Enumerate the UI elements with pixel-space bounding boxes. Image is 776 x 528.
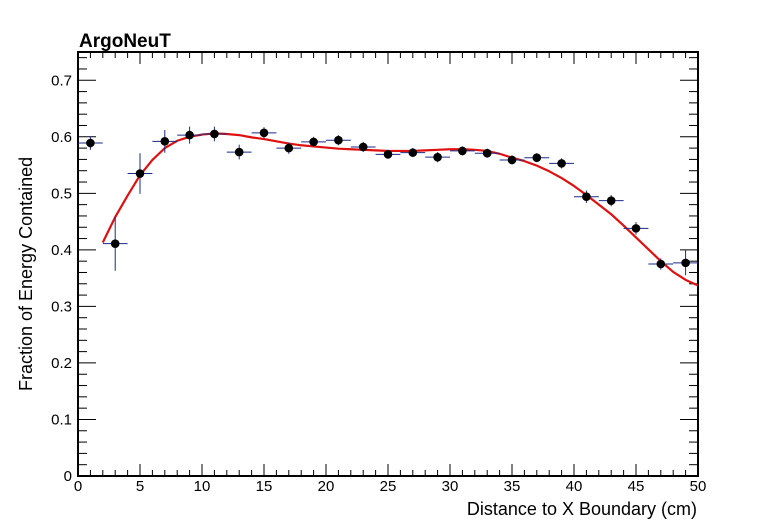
x-tick-label: 40 xyxy=(566,478,583,495)
x-tick-label: 10 xyxy=(194,478,211,495)
data-marker xyxy=(135,169,145,178)
data-marker xyxy=(532,153,542,163)
x-tick-label: 50 xyxy=(690,478,707,495)
data-point xyxy=(350,141,376,153)
data-marker xyxy=(656,259,666,269)
chart-title: ArgoNeuT xyxy=(79,31,171,52)
y-tick-label: 0.5 xyxy=(51,185,72,202)
data-point xyxy=(102,216,128,271)
data-marker xyxy=(606,196,616,205)
data-point xyxy=(251,127,277,139)
y-tick-labels: 0 0.1 0.2 0.3 0.4 0.5 0.6 0.7 xyxy=(51,72,72,485)
data-point xyxy=(276,142,302,154)
data-marker xyxy=(507,155,517,165)
data-marker xyxy=(681,258,690,268)
data-marker xyxy=(309,137,318,147)
data-marker xyxy=(284,143,294,153)
data-marker xyxy=(458,146,467,156)
x-tick-label: 45 xyxy=(628,478,645,495)
x-axis-title: Distance to X Boundary (cm) xyxy=(467,499,697,519)
data-marker xyxy=(334,135,343,145)
data-marker xyxy=(482,148,492,158)
plot-frame xyxy=(77,51,699,477)
data-point xyxy=(474,148,500,158)
data-point xyxy=(499,155,525,165)
data-marker xyxy=(210,129,219,139)
x-tick-label: 0 xyxy=(74,478,82,495)
y-tick-label: 0.4 xyxy=(51,242,72,259)
data-marker xyxy=(557,159,566,168)
x-tick-label: 5 xyxy=(136,478,144,495)
data-point xyxy=(326,135,351,146)
data-point xyxy=(524,153,550,163)
y-tick-label: 0.6 xyxy=(51,129,72,146)
data-point xyxy=(623,222,649,235)
data-point xyxy=(400,148,426,158)
data-point xyxy=(673,250,698,276)
data-point xyxy=(226,144,252,160)
fit-curve xyxy=(101,132,699,287)
axis-ticks xyxy=(77,52,699,477)
y-tick-label: 0.3 xyxy=(51,298,72,315)
data-point xyxy=(648,258,674,270)
data-point xyxy=(301,136,326,147)
data-series xyxy=(78,126,698,276)
data-point xyxy=(598,195,624,207)
data-marker xyxy=(383,150,393,159)
x-tick-labels: 0 5 10 15 20 25 30 35 40 45 50 xyxy=(74,478,707,495)
data-marker xyxy=(234,147,244,157)
y-axis-title: Fraction of Energy Contained xyxy=(16,157,36,391)
data-point xyxy=(127,153,153,194)
data-marker xyxy=(408,148,418,157)
data-marker xyxy=(259,128,269,138)
data-marker xyxy=(110,239,120,248)
data-point xyxy=(177,126,202,144)
y-tick-label: 0.1 xyxy=(51,411,72,428)
data-point xyxy=(78,136,103,150)
x-tick-label: 15 xyxy=(256,478,273,495)
data-marker xyxy=(582,192,591,202)
data-marker xyxy=(433,152,442,162)
data-point xyxy=(450,146,475,156)
y-tick-label: 0.7 xyxy=(51,72,72,89)
data-marker xyxy=(185,130,194,140)
data-marker xyxy=(86,138,95,148)
data-point xyxy=(375,149,401,159)
data-marker xyxy=(631,224,641,233)
data-point xyxy=(425,152,450,163)
x-tick-label: 20 xyxy=(318,478,335,495)
x-tick-label: 25 xyxy=(380,478,397,495)
y-tick-label: 0 xyxy=(64,468,72,485)
data-point xyxy=(152,130,178,153)
data-point xyxy=(574,190,599,203)
data-point xyxy=(202,126,227,142)
x-tick-label: 30 xyxy=(442,478,459,495)
x-tick-label: 35 xyxy=(504,478,521,495)
data-point xyxy=(549,158,574,169)
data-marker xyxy=(358,142,368,152)
fit-series xyxy=(101,132,699,287)
y-tick-label: 0.2 xyxy=(51,355,72,372)
data-marker xyxy=(160,137,170,146)
